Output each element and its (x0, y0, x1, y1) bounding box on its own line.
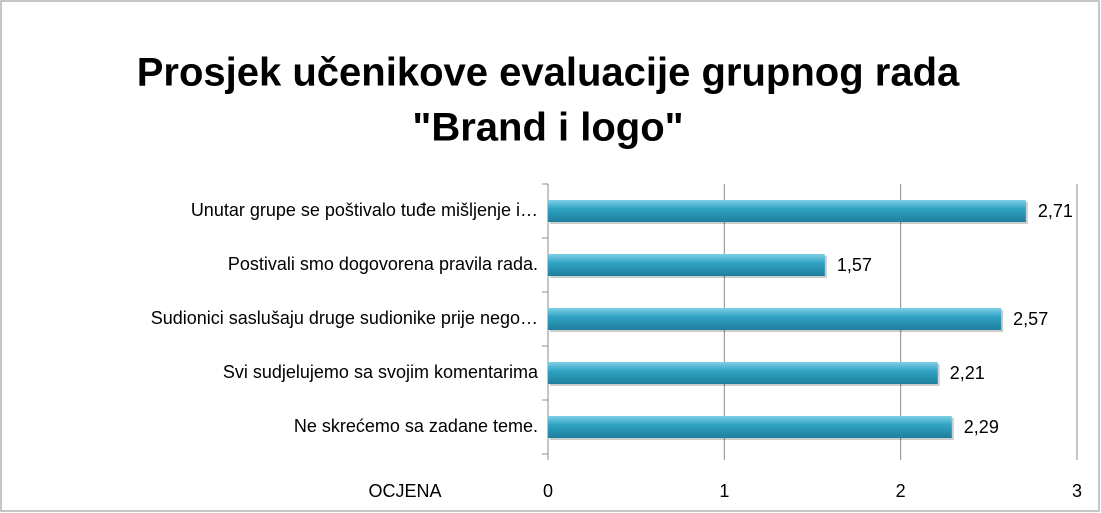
x-axis-label: OCJENA (368, 481, 441, 501)
x-tick-label: 3 (1072, 481, 1082, 501)
bar (548, 308, 1002, 330)
chart-title: "Brand i logo" (412, 106, 683, 150)
y-tick-label: Sudionici saslušaju druge sudionike prij… (151, 308, 538, 328)
x-tick-label: 1 (719, 481, 729, 501)
bar (548, 416, 952, 438)
y-tick-label: Unutar grupe se poštivalo tuđe mišljenje… (191, 200, 538, 220)
y-tick-label: Postivali smo dogovorena pravila rada. (228, 254, 538, 274)
value-label: 2,29 (964, 417, 999, 437)
value-label: 2,71 (1038, 201, 1073, 221)
x-tick-label: 2 (896, 481, 906, 501)
value-label: 2,21 (950, 363, 985, 383)
bar (548, 362, 938, 384)
value-label: 2,57 (1013, 309, 1048, 329)
value-label: 1,57 (837, 255, 872, 275)
x-tick-label: 0 (543, 481, 553, 501)
y-tick-label: Svi sudjelujemo sa svojim komentarima (223, 362, 539, 382)
y-tick-label: Ne skrećemo sa zadane teme. (294, 416, 538, 436)
bar (548, 254, 825, 276)
chart-title: Prosjek učenikove evaluacije grupnog rad… (137, 51, 960, 95)
bar (548, 200, 1026, 222)
